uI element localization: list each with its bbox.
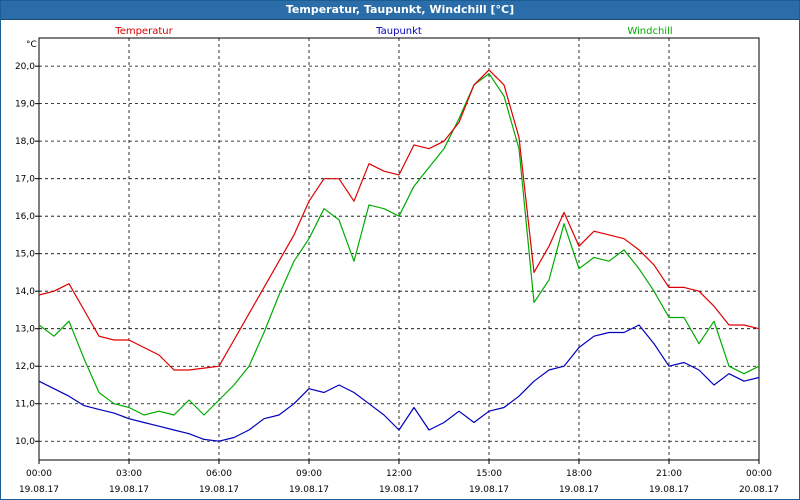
y-tick-label: 20,0 (15, 62, 35, 72)
x-tick-date-label: 19.08.17 (289, 485, 329, 495)
y-axis-label: °C (26, 40, 37, 50)
legend-temperatur: Temperatur (114, 26, 173, 37)
x-tick-date-label: 19.08.17 (109, 485, 149, 495)
legend: Temperatur Taupunkt Windchill (114, 26, 672, 37)
x-tick-date-label: 19.08.17 (649, 485, 689, 495)
series-line-taupunkt (38, 324, 760, 442)
x-tick-time-label: 09:00 (296, 469, 322, 479)
x-tick-date-label: 19.08.17 (469, 485, 509, 495)
x-axis: 00:00 19.08.17 03:00 19.08.17 06:00 19.08.17 0… (19, 460, 779, 495)
y-tick-label: 13,0 (15, 325, 35, 335)
legend-windchill: Windchill (627, 26, 672, 37)
x-tick-time-label: 21:00 (656, 469, 682, 479)
x-tick-time-label: 00:00 (26, 469, 52, 479)
grid-lines (39, 38, 759, 460)
y-tick-label: 11,0 (15, 400, 35, 410)
y-axis: 10,0 11,0 12,0 13,0 14,0 15,0 16,0 17,0 18,0 19,0… (15, 62, 39, 447)
x-tick-time-label: 06:00 (206, 469, 232, 479)
y-tick-label: 18,0 (15, 137, 35, 147)
x-tick-date-label: 19.08.17 (379, 485, 419, 495)
y-tick-label: 19,0 (15, 100, 35, 110)
y-tick-label: 17,0 (15, 175, 35, 185)
x-tick-date-label: 19.08.17 (559, 485, 599, 495)
x-tick-date-label: 19.08.17 (19, 485, 59, 495)
window-title: Temperatur, Taupunkt, Windchill [°C] (1, 1, 799, 20)
y-tick-label: 14,0 (15, 287, 35, 297)
x-tick-time-label: 18:00 (566, 469, 592, 479)
legend-taupunkt: Taupunkt (375, 26, 422, 37)
x-tick-time-label: 15:00 (476, 469, 502, 479)
x-tick-date-label: 20.08.17 (739, 485, 779, 495)
y-tick-label: 10,0 (15, 437, 35, 447)
x-tick-time-label: 03:00 (116, 469, 142, 479)
y-tick-label: 12,0 (15, 362, 35, 372)
series-lines (38, 69, 760, 442)
x-tick-time-label: 00:00 (746, 469, 772, 479)
y-tick-label: 15,0 (15, 250, 35, 260)
x-tick-date-label: 19.08.17 (199, 485, 239, 495)
series-line-temperatur (38, 69, 760, 371)
x-tick-time-label: 12:00 (386, 469, 412, 479)
y-tick-label: 16,0 (15, 212, 35, 222)
series-line-windchill (38, 72, 760, 416)
